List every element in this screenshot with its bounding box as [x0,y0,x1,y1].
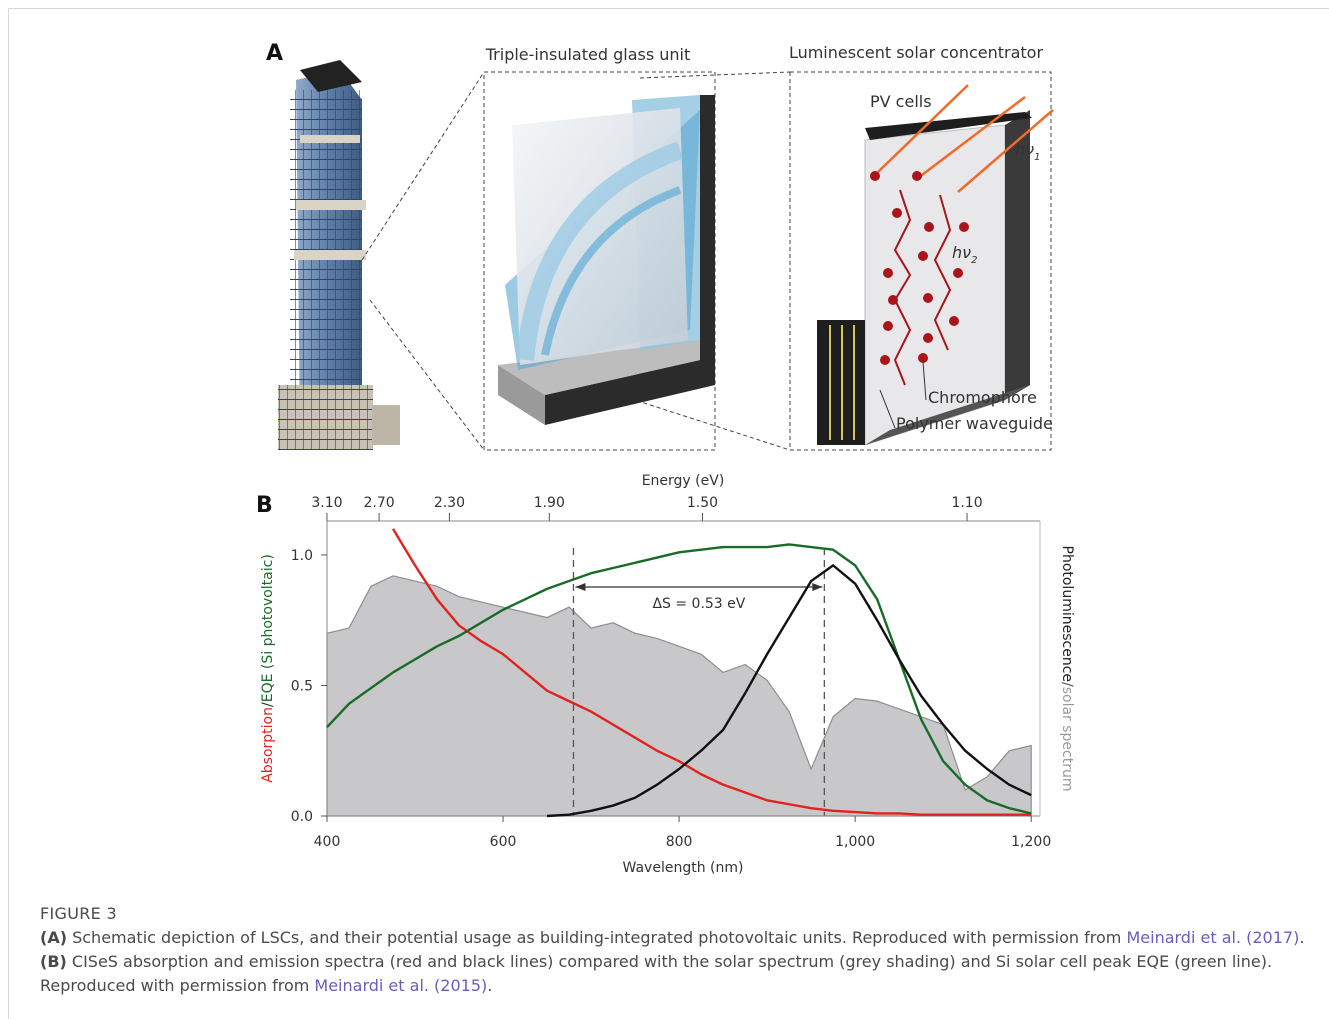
caption-link[interactable]: Meinardi et al. (2015) [314,976,487,995]
x-tick-label: 1,000 [835,834,875,850]
x2-tick-label: 1.10 [951,495,982,511]
annotation: ΔS = 0.53 eV [652,596,745,612]
x2-tick-label: 3.10 [311,495,342,511]
label: Luminescent solar concentrator [789,43,1044,62]
axis-label: Energy (eV) [642,473,725,489]
caption-bold: (A) [40,928,67,947]
caption-bold: (B) [40,952,67,971]
caption-plain: . [1299,928,1304,947]
x-tick-label: 600 [490,834,517,850]
axis-label: Absorption/EQE (Si photovoltaic) [260,554,276,783]
subscript: 1 [1034,152,1040,163]
x-tick-label: 800 [666,834,693,850]
x2-tick-label: 1.90 [534,495,565,511]
subscript: 2 [971,255,977,266]
x2-tick-label: 2.30 [434,495,465,511]
x2-tick-label: 1.50 [687,495,718,511]
label: hν [1015,140,1034,159]
caption-plain: . [487,976,492,995]
caption-plain: CISeS absorption and emission spectra (r… [40,952,1272,995]
label: Chromophore [928,388,1037,407]
axis-label-part: Absorption [260,707,276,783]
glass-unit [498,95,715,425]
axis-label-part: Photoluminescence [1059,546,1075,683]
label: PV cells [870,92,932,111]
caption: FIGURE 3 (A) Schematic depiction of LSCs… [40,902,1315,998]
label: hν [952,243,971,262]
caption-text: (A) Schematic depiction of LSCs, and the… [40,926,1315,998]
x-tick-label: 1,200 [1011,834,1051,850]
page: A Triple-insulated glass unit Luminescen… [0,0,1329,1019]
y-tick-label: 1.0 [291,548,313,564]
axis-label-part: solar spectrum [1059,687,1075,792]
axis-label: Wavelength (nm) [623,860,744,876]
label: Polymer waveguide [896,414,1053,433]
panel-letter: A [266,41,283,66]
axis-label: Photoluminescence/solar spectrum [1059,546,1075,792]
plot: ΔS = 0.53 eV 0.0 0.5 1.0 400 600 800 1,000 1,200… [260,495,1075,850]
label: Triple-insulated glass unit [485,45,691,64]
figure: A Triple-insulated glass unit Luminescen… [0,0,1329,890]
building [278,60,400,450]
y-tick-label: 0.5 [291,678,313,694]
panel-letter: B [256,493,273,518]
x2-tick-label: 2.70 [364,495,395,511]
caption-link[interactable]: Meinardi et al. (2017) [1126,928,1299,947]
x-tick-label: 400 [314,834,341,850]
axis-label-part: EQE (Si photovoltaic) [260,554,276,702]
caption-plain: Schematic depiction of LSCs, and their p… [67,928,1126,947]
y-tick-label: 0.0 [291,809,313,825]
caption-label: FIGURE 3 [40,902,1315,926]
